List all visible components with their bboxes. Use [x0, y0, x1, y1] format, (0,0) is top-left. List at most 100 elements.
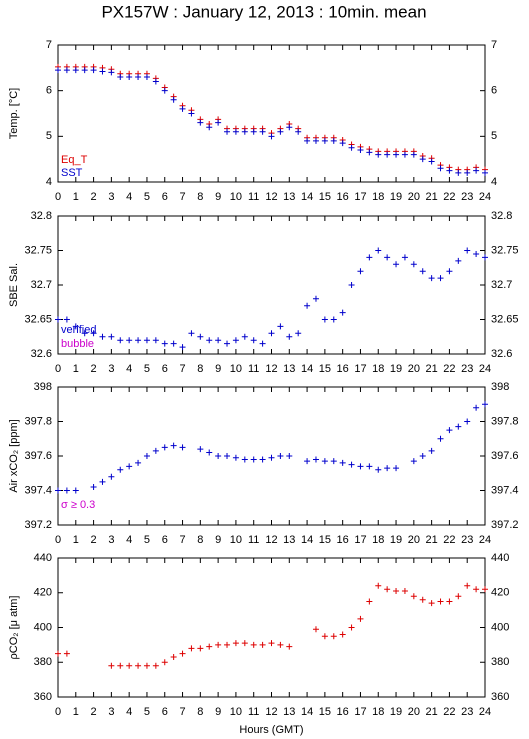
- data-point: [99, 68, 106, 75]
- data-point: [90, 484, 97, 491]
- x-tick-label: 2: [91, 534, 97, 546]
- x-tick-label: 9: [215, 706, 221, 718]
- data-point: [117, 337, 124, 344]
- data-point: [410, 151, 417, 158]
- x-tick-label: 23: [461, 706, 473, 718]
- data-point: [393, 151, 400, 158]
- x-tick-label: 24: [479, 191, 491, 203]
- y-tick-label-right: 397.6: [491, 450, 519, 462]
- data-point: [250, 337, 257, 344]
- x-tick-label: 18: [372, 534, 384, 546]
- y-tick-label: 4: [46, 176, 52, 188]
- data-point: [197, 333, 204, 340]
- x-tick-label: 1: [73, 363, 79, 375]
- data-point: [55, 650, 61, 657]
- y-tick-label-right: 32.65: [491, 313, 519, 325]
- data-point: [170, 442, 177, 449]
- data-point: [384, 586, 391, 593]
- x-tick-label: 13: [283, 534, 295, 546]
- data-point: [401, 151, 408, 158]
- data-point: [117, 662, 124, 669]
- data-point: [197, 119, 204, 126]
- data-point: [321, 633, 328, 640]
- data-point: [215, 453, 222, 459]
- data-point: [268, 640, 275, 647]
- x-tick-label: 9: [215, 534, 221, 546]
- data-point: [152, 447, 159, 454]
- data-point: [224, 128, 231, 135]
- x-tick-label: 14: [301, 363, 313, 375]
- data-point: [455, 257, 462, 264]
- data-point: [170, 96, 177, 103]
- x-tick-label: 23: [461, 363, 473, 375]
- x-tick-label: 6: [162, 191, 168, 203]
- x-tick-label: 12: [265, 534, 277, 546]
- data-point: [250, 641, 257, 648]
- y-tick-label: 400: [34, 621, 52, 633]
- data-point: [179, 444, 186, 451]
- data-point: [143, 453, 150, 459]
- data-point: [170, 340, 177, 347]
- x-tick-label: 5: [144, 191, 150, 203]
- data-point: [232, 128, 239, 135]
- data-point: [464, 247, 471, 254]
- y-tick-label-right: 400: [491, 621, 509, 633]
- data-point: [375, 466, 382, 473]
- data-point: [117, 466, 124, 473]
- data-point: [393, 261, 400, 268]
- data-point: [55, 487, 61, 494]
- data-point: [224, 453, 231, 459]
- x-tick-label: 9: [215, 191, 221, 203]
- data-point: [330, 137, 337, 144]
- x-tick-label: 19: [390, 706, 402, 718]
- data-point: [152, 78, 159, 85]
- data-point: [241, 128, 248, 135]
- data-point: [179, 650, 186, 657]
- x-tick-label: 17: [354, 191, 366, 203]
- data-point: [268, 330, 275, 337]
- x-tick-label: 14: [301, 534, 313, 546]
- y-tick-label-right: 6: [491, 85, 497, 97]
- y-axis-label: SBE Sal.: [8, 263, 20, 307]
- data-point: [152, 337, 159, 344]
- x-tick-label: 16: [337, 706, 349, 718]
- data-point: [446, 598, 453, 605]
- y-tick-label: 360: [34, 691, 52, 703]
- data-point: [161, 444, 168, 451]
- x-tick-label: 19: [390, 363, 402, 375]
- data-point: [259, 456, 266, 463]
- x-tick-label: 13: [283, 706, 295, 718]
- data-point: [81, 67, 88, 74]
- y-tick-label-right: 7: [491, 39, 497, 51]
- data-point: [268, 454, 275, 461]
- data-point: [215, 119, 222, 126]
- data-point: [197, 446, 204, 453]
- plot-frame: [57, 44, 486, 183]
- data-point: [277, 128, 284, 135]
- x-tick-label: 6: [162, 706, 168, 718]
- data-point: [108, 333, 115, 340]
- x-tick-label: 2: [91, 191, 97, 203]
- x-tick-label: 15: [319, 706, 331, 718]
- data-point: [250, 128, 257, 135]
- legend-entry: bubble: [61, 338, 94, 350]
- x-tick-label: 4: [126, 534, 132, 546]
- data-point: [63, 316, 70, 323]
- data-point: [312, 456, 319, 463]
- data-point: [437, 165, 444, 172]
- data-point: [357, 463, 364, 470]
- x-tick-label: 11: [248, 191, 259, 203]
- x-tick-label: 18: [372, 706, 384, 718]
- data-point: [437, 275, 444, 282]
- data-point: [224, 340, 231, 347]
- data-point: [366, 598, 373, 605]
- data-point: [277, 453, 284, 459]
- data-point: [312, 626, 319, 633]
- data-point: [224, 641, 231, 648]
- x-tick-label: 16: [337, 534, 349, 546]
- data-point: [473, 404, 480, 411]
- x-tick-label: 3: [108, 363, 114, 375]
- data-point: [348, 624, 355, 631]
- data-point: [143, 662, 150, 669]
